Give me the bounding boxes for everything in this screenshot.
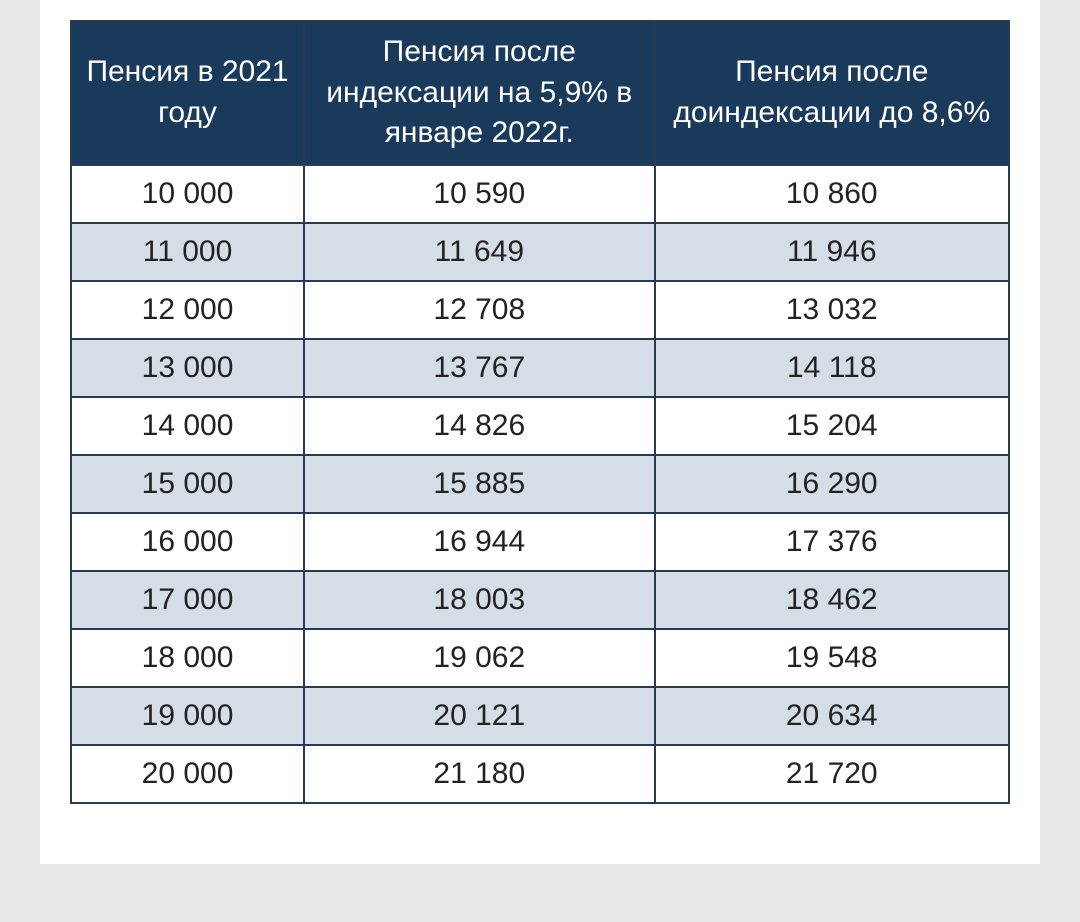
table-row: 11 000 11 649 11 946 <box>71 223 1009 281</box>
cell: 17 376 <box>655 513 1010 571</box>
cell: 13 767 <box>304 339 654 397</box>
table-row: 12 000 12 708 13 032 <box>71 281 1009 339</box>
cell: 12 000 <box>71 281 304 339</box>
cell: 14 826 <box>304 397 654 455</box>
page-container: Пенсия в 2021 году Пенсия после индексац… <box>40 0 1040 864</box>
cell: 14 118 <box>655 339 1010 397</box>
cell: 19 062 <box>304 629 654 687</box>
cell: 14 000 <box>71 397 304 455</box>
cell: 11 649 <box>304 223 654 281</box>
cell: 18 000 <box>71 629 304 687</box>
cell: 15 204 <box>655 397 1010 455</box>
cell: 13 000 <box>71 339 304 397</box>
cell: 12 708 <box>304 281 654 339</box>
cell: 21 180 <box>304 745 654 803</box>
table-row: 19 000 20 121 20 634 <box>71 687 1009 745</box>
cell: 20 000 <box>71 745 304 803</box>
cell: 19 548 <box>655 629 1010 687</box>
table-row: 20 000 21 180 21 720 <box>71 745 1009 803</box>
cell: 21 720 <box>655 745 1010 803</box>
col-header-8-6: Пенсия после доиндексации до 8,6% <box>655 21 1010 165</box>
cell: 15 885 <box>304 455 654 513</box>
cell: 17 000 <box>71 571 304 629</box>
table-row: 15 000 15 885 16 290 <box>71 455 1009 513</box>
table-row: 14 000 14 826 15 204 <box>71 397 1009 455</box>
table-row: 16 000 16 944 17 376 <box>71 513 1009 571</box>
cell: 13 032 <box>655 281 1010 339</box>
pension-table: Пенсия в 2021 году Пенсия после индексац… <box>70 20 1010 804</box>
cell: 16 000 <box>71 513 304 571</box>
cell: 10 590 <box>304 165 654 223</box>
cell: 16 290 <box>655 455 1010 513</box>
table-header-row: Пенсия в 2021 году Пенсия после индексац… <box>71 21 1009 165</box>
cell: 15 000 <box>71 455 304 513</box>
cell: 10 860 <box>655 165 1010 223</box>
cell: 18 462 <box>655 571 1010 629</box>
table-row: 13 000 13 767 14 118 <box>71 339 1009 397</box>
col-header-5-9: Пенсия после индексации на 5,9% в январе… <box>304 21 654 165</box>
col-header-2021: Пенсия в 2021 году <box>71 21 304 165</box>
cell: 20 634 <box>655 687 1010 745</box>
table-row: 17 000 18 003 18 462 <box>71 571 1009 629</box>
table-row: 18 000 19 062 19 548 <box>71 629 1009 687</box>
cell: 16 944 <box>304 513 654 571</box>
table-row: 10 000 10 590 10 860 <box>71 165 1009 223</box>
cell: 18 003 <box>304 571 654 629</box>
cell: 11 946 <box>655 223 1010 281</box>
cell: 10 000 <box>71 165 304 223</box>
cell: 19 000 <box>71 687 304 745</box>
cell: 20 121 <box>304 687 654 745</box>
cell: 11 000 <box>71 223 304 281</box>
